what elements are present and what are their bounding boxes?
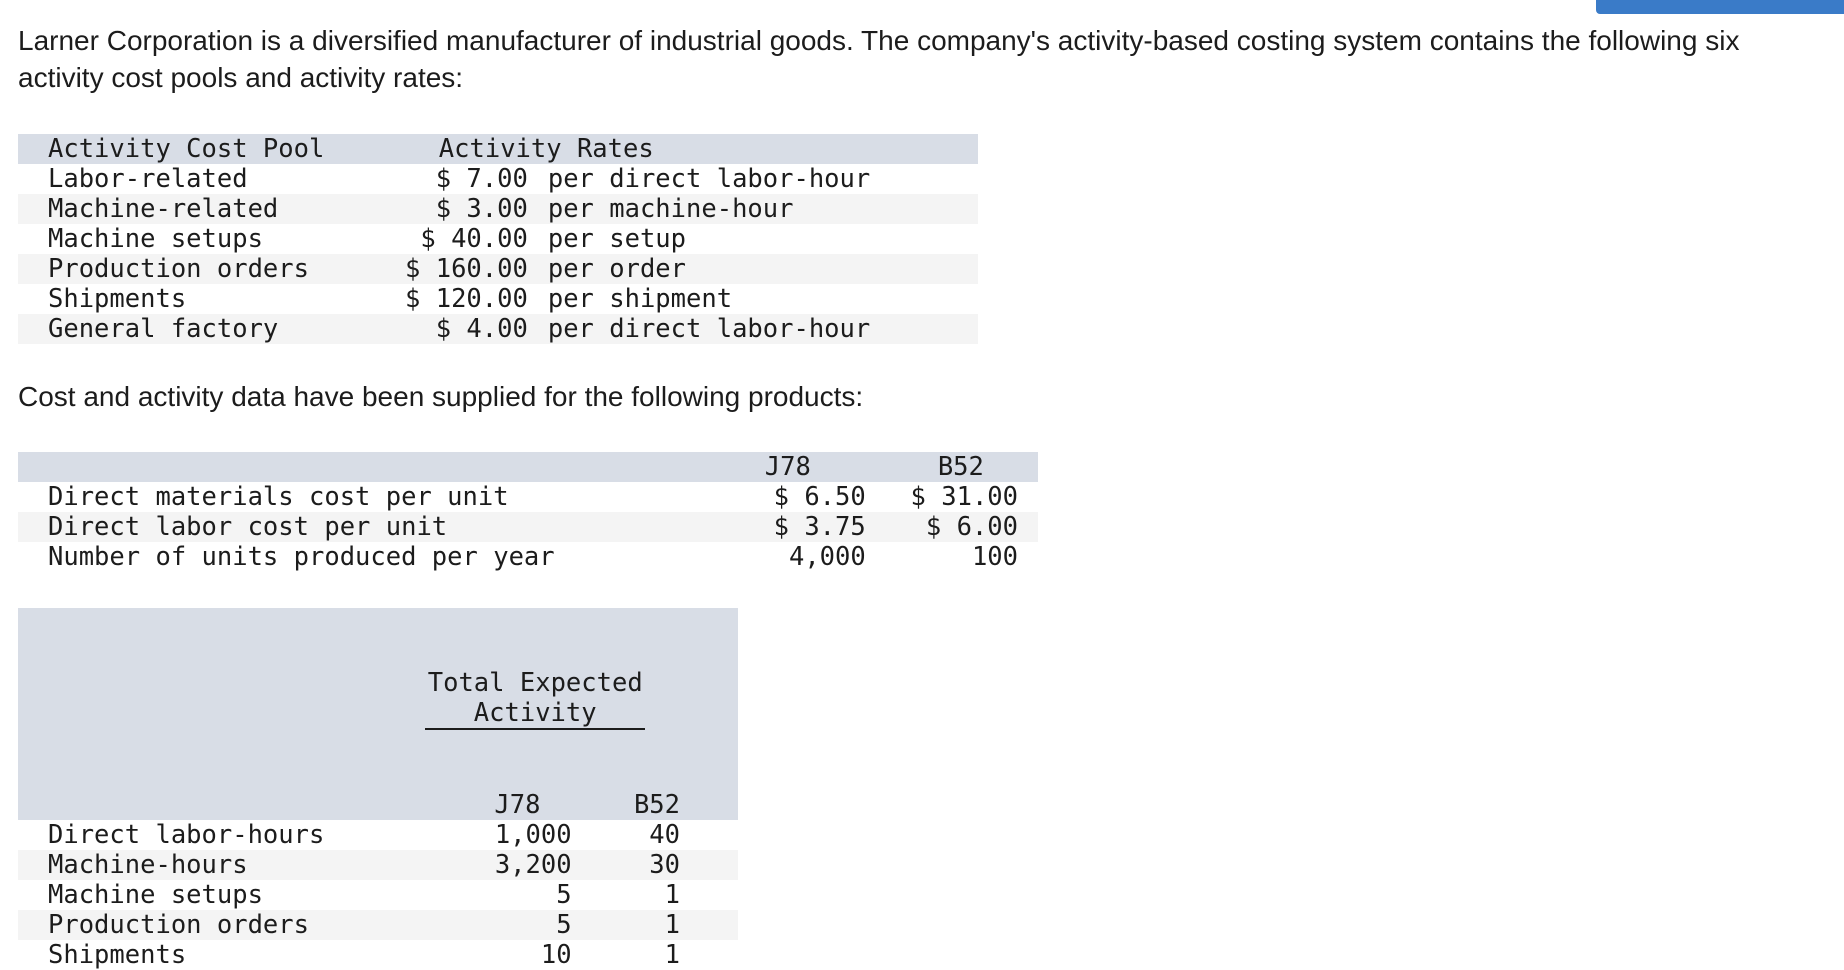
b52-value: 1	[664, 940, 680, 970]
product-header-row: J78 B52	[18, 452, 1038, 482]
b52-value: 30	[571, 850, 738, 880]
rates-header-row: Activity Cost Pool Activity Rates	[18, 134, 978, 164]
rate-value: $ 7.00	[435, 164, 528, 194]
b52-value: $ 31.00	[910, 482, 1018, 512]
top-accent-bar	[1596, 0, 1844, 14]
rates-row: General factory $ 4.00 per direct labor-…	[18, 314, 978, 344]
j78-value: 1,000	[494, 820, 572, 850]
product-row: Direct materials cost per unit $ 6.50 $ …	[18, 482, 1038, 512]
j78-value: 4,000	[788, 542, 866, 572]
rate-unit: per direct labor-hour	[547, 164, 871, 194]
rates-row: Machine-related $ 3.00 per machine-hour	[18, 194, 978, 224]
rate-unit: per shipment	[547, 284, 733, 314]
header-b52: B52	[873, 452, 1038, 482]
header-blank	[18, 452, 722, 482]
activity-group-header-row: Total Expected Activity	[18, 608, 738, 820]
group-header-label: Total Expected Activity	[425, 668, 646, 730]
pool-name: Labor-related	[48, 164, 248, 194]
b52-value: $ 6.00	[873, 512, 1038, 542]
activity-row: Shipments 10 1	[18, 940, 738, 970]
row-label: Direct labor-hours	[48, 820, 325, 850]
activity-row: Machine setups 5 1	[18, 880, 738, 910]
header-total-expected-activity: Total Expected Activity	[423, 608, 738, 790]
b52-value: 40	[649, 820, 680, 850]
rate-unit: per direct labor-hour	[535, 314, 978, 344]
j78-value: 10	[540, 940, 572, 970]
header-activity-rates: Activity Rates	[374, 134, 978, 164]
pool-name: Machine setups	[48, 224, 263, 254]
product-row: Number of units produced per year 4,000 …	[18, 542, 1038, 572]
rates-row: Shipments $ 120.00 per shipment	[18, 284, 978, 314]
activity-row: Machine-hours 3,200 30	[18, 850, 738, 880]
row-label: Machine-hours	[18, 850, 424, 880]
activity-rates-table: Activity Cost Pool Activity Rates Labor-…	[18, 134, 978, 344]
activity-row: Direct labor-hours 1,000 40	[18, 820, 738, 850]
rate-value: $ 160.00	[374, 254, 536, 284]
intro-paragraph: Larner Corporation is a diversified manu…	[18, 25, 1740, 93]
row-label: Direct materials cost per unit	[48, 482, 509, 512]
b52-value: 1	[571, 910, 738, 940]
j78-value: $ 3.75	[721, 512, 874, 542]
row-label: Number of units produced per year	[48, 542, 555, 572]
b52-value: 100	[971, 542, 1018, 572]
pool-name: Machine-related	[18, 194, 375, 224]
rates-row: Production orders $ 160.00 per order	[18, 254, 978, 284]
activity-column-header-row: J78 B52	[18, 790, 738, 820]
expected-activity-table: Total Expected Activity J78 B52 Direct l…	[18, 608, 738, 970]
j78-value: 5	[556, 880, 572, 910]
row-label: Machine setups	[48, 880, 263, 910]
rate-unit: per order	[535, 254, 978, 284]
b52-value: 1	[664, 880, 680, 910]
rates-row: Machine setups $ 40.00 per setup	[18, 224, 978, 254]
row-label: Shipments	[48, 940, 187, 970]
header-blank	[18, 608, 424, 820]
j78-value: $ 6.50	[773, 482, 866, 512]
j78-value: 5	[423, 910, 572, 940]
product-intro-paragraph: Cost and activity data have been supplie…	[18, 381, 864, 412]
product-row: Direct labor cost per unit $ 3.75 $ 6.00	[18, 512, 1038, 542]
pool-name: General factory	[18, 314, 375, 344]
rate-value: $ 120.00	[405, 284, 528, 314]
pool-name: Production orders	[18, 254, 375, 284]
rate-unit: per machine-hour	[535, 194, 978, 224]
rate-value: $ 3.00	[374, 194, 536, 224]
row-label: Direct labor cost per unit	[18, 512, 722, 542]
rate-unit: per setup	[547, 224, 687, 254]
j78-value: 3,200	[423, 850, 572, 880]
row-label: Production orders	[18, 910, 424, 940]
rate-value: $ 40.00	[420, 224, 528, 254]
header-j78: J78	[423, 790, 572, 820]
header-b52: B52	[571, 790, 738, 820]
rate-value: $ 4.00	[374, 314, 536, 344]
activity-row: Production orders 5 1	[18, 910, 738, 940]
product-cost-table: J78 B52 Direct materials cost per unit $…	[18, 452, 1038, 572]
header-activity-cost-pool: Activity Cost Pool	[18, 134, 375, 164]
rates-row: Labor-related $ 7.00 per direct labor-ho…	[18, 164, 978, 194]
header-j78: J78	[721, 452, 874, 482]
pool-name: Shipments	[48, 284, 187, 314]
